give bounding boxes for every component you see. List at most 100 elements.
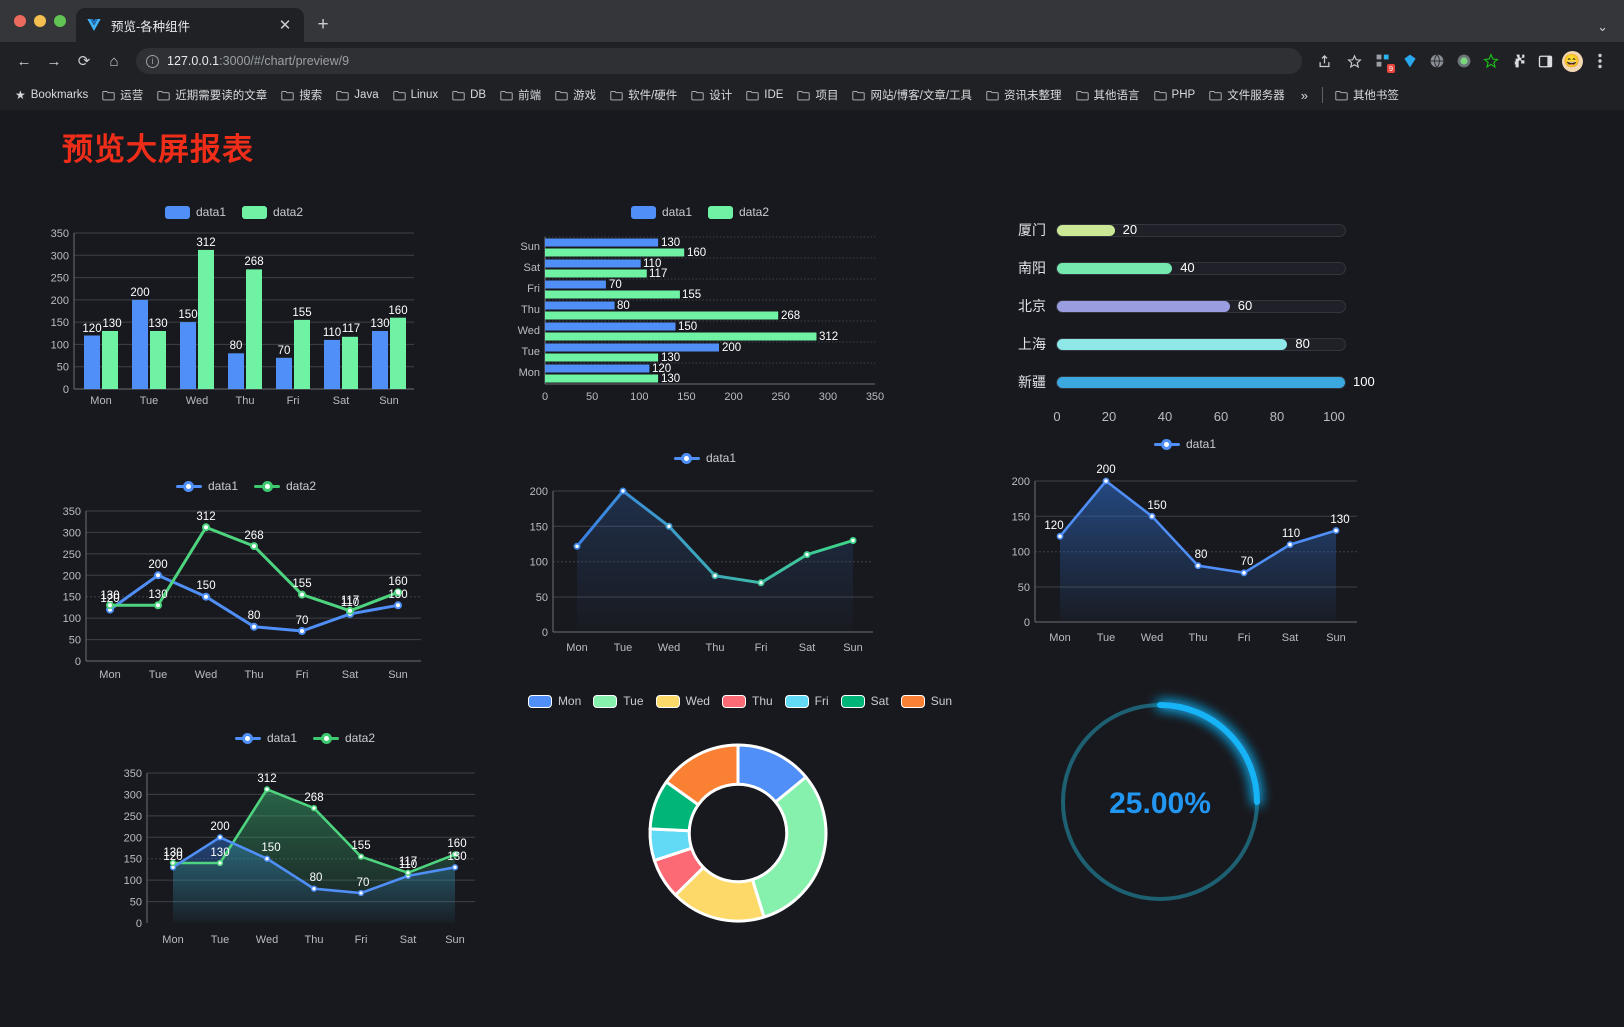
legend: Mon Tue Wed Thu Fri Sat Sun — [490, 694, 990, 708]
address-bar[interactable]: i 127.0.0.1:3000/#/chart/preview/9 — [136, 48, 1302, 74]
legend-item[interactable]: data1 — [1153, 437, 1216, 451]
reload-icon[interactable]: ⟳ — [77, 53, 91, 70]
progress-track[interactable]: 60 — [1056, 297, 1346, 313]
avatar[interactable]: 😄 — [1559, 48, 1585, 74]
legend-item[interactable]: Sun — [900, 694, 952, 708]
legend-item[interactable]: data2 — [242, 205, 303, 219]
legend-item[interactable]: data1 — [175, 479, 238, 493]
legend-item[interactable]: Fri — [784, 694, 829, 708]
y-axis-ticks: 350 300 250 200 150 100 50 0 — [51, 228, 69, 396]
star-outline-icon[interactable] — [1478, 48, 1504, 74]
data-points[interactable] — [1056, 477, 1340, 577]
home-icon[interactable]: ⌂ — [109, 52, 119, 70]
bookmarks-overflow-button[interactable]: » — [1300, 87, 1308, 103]
legend-item[interactable]: Thu — [721, 694, 773, 708]
legend-item[interactable]: data1 — [630, 205, 692, 219]
chart-panel-donut: Mon Tue Wed Thu Fri Sat Sun — [490, 694, 990, 953]
diamond-icon[interactable] — [1397, 48, 1423, 74]
legend-item[interactable]: data2 — [708, 205, 769, 219]
extensions-grid-icon[interactable]: 9 — [1370, 48, 1396, 74]
data-points[interactable] — [573, 487, 857, 587]
bookmark-folder[interactable]: DB — [446, 87, 492, 103]
chevron-down-icon[interactable]: ⌄ — [1597, 19, 1608, 34]
bookmark-folder[interactable]: 设计 — [685, 85, 738, 105]
progress-value: 100 — [1353, 373, 1375, 389]
bookmark-folder[interactable]: 运营 — [96, 85, 149, 105]
bookmark-folder[interactable]: PHP — [1148, 87, 1202, 103]
bookmark-label: Linux — [410, 89, 439, 101]
bookmark-folder[interactable]: 项目 — [791, 85, 844, 105]
data-points[interactable] — [106, 523, 402, 635]
maximize-window-button[interactable] — [54, 15, 66, 27]
green-circle-icon[interactable] — [1451, 48, 1477, 74]
bookmark-folder[interactable]: 游戏 — [549, 85, 602, 105]
svg-text:Fri: Fri — [527, 283, 540, 295]
legend-item[interactable]: Wed — [655, 694, 710, 708]
progress-track[interactable]: 100 — [1056, 374, 1375, 389]
donut-segments[interactable] — [648, 743, 828, 923]
legend-marker-data2 — [254, 480, 280, 492]
bookmark-label: 设计 — [709, 90, 733, 102]
bookmark-folder[interactable]: 前端 — [494, 85, 547, 105]
extension-badge: 9 — [1386, 64, 1395, 73]
legend-item[interactable]: data1 — [673, 451, 736, 465]
share-icon[interactable] — [1310, 47, 1338, 75]
svg-text:Wed: Wed — [658, 642, 680, 654]
svg-text:Mon: Mon — [519, 367, 540, 379]
legend-item[interactable]: data2 — [254, 479, 316, 493]
bookmark-folder[interactable]: IDE — [740, 87, 789, 103]
legend-item[interactable]: data2 — [313, 731, 375, 745]
bookmark-folder[interactable]: 软件/硬件 — [604, 85, 683, 105]
svg-text:312: 312 — [257, 773, 276, 785]
progress-label: 南阳 — [1018, 260, 1046, 276]
progress-value: 60 — [1237, 297, 1253, 313]
legend-label: Fri — [814, 694, 829, 708]
y-axis-ticks: 350 300 250 200 150 100 50 0 — [63, 506, 81, 668]
kebab-menu-icon[interactable] — [1586, 47, 1614, 75]
bookmark-folder[interactable]: 其他语言 — [1070, 85, 1146, 105]
bookmark-folder[interactable]: 近期需要读的文章 — [151, 85, 273, 105]
data-points[interactable] — [169, 786, 459, 897]
donut-segment-sun — [664, 743, 740, 807]
svg-text:200: 200 — [51, 295, 69, 307]
gridlines — [545, 236, 875, 364]
bookmark-folder[interactable]: Linux — [387, 87, 445, 103]
info-icon[interactable]: i — [146, 54, 159, 68]
bookmark-label: 近期需要读的文章 — [175, 90, 268, 102]
legend-item[interactable]: data1 — [234, 731, 297, 745]
new-tab-button[interactable]: + — [317, 14, 329, 35]
svg-text:Thu: Thu — [521, 304, 540, 316]
legend-item[interactable]: data1 — [164, 205, 226, 219]
bookmark-star-icon[interactable] — [1340, 47, 1368, 75]
svg-text:Sat: Sat — [333, 395, 350, 407]
legend-item[interactable]: Mon — [527, 694, 581, 708]
close-icon[interactable]: ✕ — [278, 16, 292, 34]
other-bookmarks-folder[interactable]: 其他书签 — [1329, 85, 1405, 105]
svg-text:80: 80 — [230, 340, 243, 352]
sidepanel-icon[interactable] — [1532, 48, 1558, 74]
bookmark-folder[interactable]: 搜索 — [275, 85, 328, 105]
bookmark-folder[interactable]: 文件服务器 — [1203, 85, 1291, 105]
browser-tab[interactable]: 预览-各种组件 ✕ — [76, 8, 304, 42]
legend-item[interactable]: Sat — [840, 694, 889, 708]
bookmark-folder[interactable]: Java — [330, 87, 384, 103]
bookmark-folder[interactable]: 网站/博客/文章/工具 — [846, 85, 978, 105]
minimize-window-button[interactable] — [34, 15, 46, 27]
progress-track[interactable]: 20 — [1056, 222, 1346, 237]
legend-swatch-thu — [721, 694, 746, 708]
legend-item[interactable]: Tue — [593, 694, 644, 708]
bookmark-manager[interactable]: ★ Bookmarks — [9, 86, 94, 104]
puzzle-icon[interactable] — [1505, 48, 1531, 74]
bars[interactable]: 130 160 110 117 70 155 80 268 150 312 20… — [545, 237, 838, 385]
progress-track[interactable]: 80 — [1056, 336, 1346, 351]
bookmark-folder[interactable]: 资讯未整理 — [980, 85, 1068, 105]
bookmark-label: 网站/博客/文章/工具 — [870, 90, 973, 102]
close-window-button[interactable] — [14, 15, 26, 27]
svg-text:350: 350 — [63, 506, 81, 518]
progress-track[interactable]: 40 — [1056, 260, 1346, 275]
globe-icon[interactable] — [1424, 48, 1450, 74]
forward-icon[interactable]: → — [46, 52, 62, 70]
svg-text:110: 110 — [341, 597, 359, 609]
back-icon[interactable]: ← — [16, 52, 32, 70]
